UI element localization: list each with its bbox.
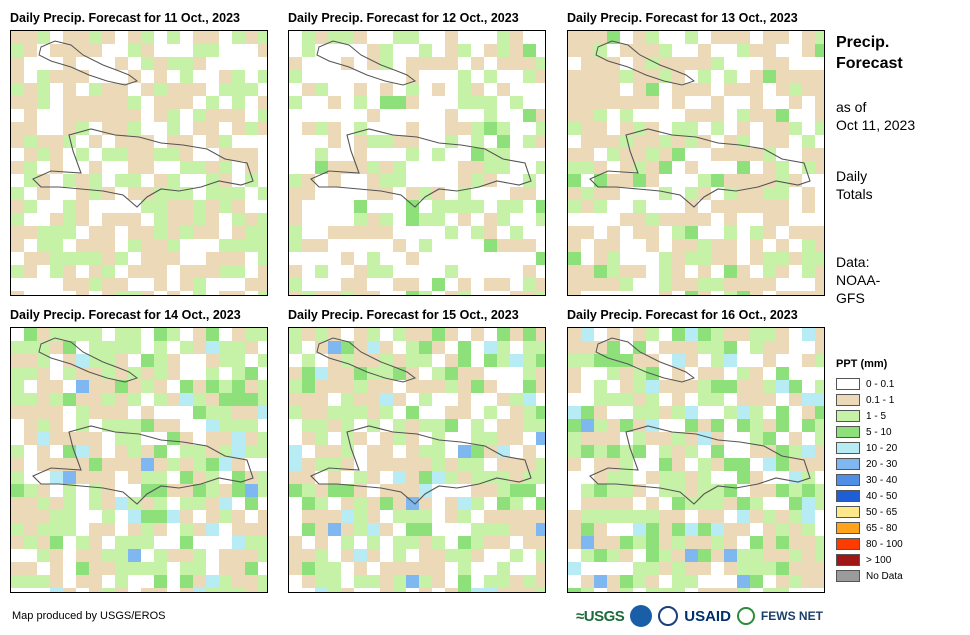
side-title-line: Forecast bbox=[836, 55, 903, 72]
legend-label: > 100 bbox=[866, 554, 892, 566]
legend-item: 20 - 30 bbox=[836, 456, 903, 472]
legend-item: 40 - 50 bbox=[836, 488, 903, 504]
data-source-line: GFS bbox=[836, 290, 865, 306]
legend-item: No Data bbox=[836, 568, 903, 584]
side-title: Precip. Forecast bbox=[836, 32, 903, 74]
precip-grid bbox=[568, 31, 824, 295]
precip-grid bbox=[289, 31, 545, 295]
legend-item: 65 - 80 bbox=[836, 520, 903, 536]
legend-swatch bbox=[836, 410, 860, 422]
map-credit: Map produced by USGS/EROS bbox=[12, 610, 166, 622]
legend-label: 0.1 - 1 bbox=[866, 394, 895, 406]
legend-swatch bbox=[836, 426, 860, 438]
precip-map bbox=[567, 30, 825, 296]
legend-swatch bbox=[836, 458, 860, 470]
legend-item: 0.1 - 1 bbox=[836, 392, 903, 408]
precip-map bbox=[10, 30, 268, 296]
legend-swatch bbox=[836, 490, 860, 502]
legend-swatch bbox=[836, 442, 860, 454]
panel-title: Daily Precip. Forecast for 15 Oct., 2023 bbox=[288, 308, 519, 322]
legend-label: 65 - 80 bbox=[866, 522, 898, 534]
panel-title: Daily Precip. Forecast for 12 Oct., 2023 bbox=[288, 11, 519, 25]
legend-label: 30 - 40 bbox=[866, 474, 898, 486]
as-of-value: Oct 11, 2023 bbox=[836, 117, 916, 133]
legend-swatch bbox=[836, 506, 860, 518]
totals-line: Totals bbox=[836, 186, 873, 202]
legend-swatch bbox=[836, 474, 860, 486]
precip-map bbox=[567, 327, 825, 593]
legend-item: 5 - 10 bbox=[836, 424, 903, 440]
daily-totals-label: Daily Totals bbox=[836, 167, 873, 203]
precip-map bbox=[288, 327, 546, 593]
panel-title: Daily Precip. Forecast for 14 Oct., 2023 bbox=[10, 308, 241, 322]
legend-label: 80 - 100 bbox=[866, 538, 903, 550]
legend-title: PPT (mm) bbox=[836, 358, 888, 370]
side-title-line: Precip. bbox=[836, 34, 890, 51]
fews-net-logo: FEWS NET bbox=[760, 609, 823, 623]
legend-label: 20 - 30 bbox=[866, 458, 898, 470]
as-of-date: as of Oct 11, 2023 bbox=[836, 98, 915, 134]
data-source-line: NOAA- bbox=[836, 272, 881, 288]
legend-swatch bbox=[836, 554, 860, 566]
daily-line: Daily bbox=[836, 168, 868, 184]
legend-swatch bbox=[836, 538, 860, 550]
precip-map bbox=[10, 327, 268, 593]
precip-grid bbox=[289, 328, 545, 592]
legend-swatch bbox=[836, 394, 860, 406]
legend-item: > 100 bbox=[836, 552, 903, 568]
government-seal-icon bbox=[658, 606, 679, 626]
precip-grid bbox=[11, 328, 267, 592]
precip-map bbox=[288, 30, 546, 296]
legend-item: 0 - 0.1 bbox=[836, 376, 903, 392]
legend-item: 30 - 40 bbox=[836, 472, 903, 488]
legend-item: 80 - 100 bbox=[836, 536, 903, 552]
data-source: Data: NOAA- GFS bbox=[836, 253, 880, 307]
usgs-logo: ≈USGS bbox=[576, 607, 625, 625]
legend-label: 50 - 65 bbox=[866, 506, 898, 518]
data-source-label: Data: bbox=[836, 254, 870, 270]
legend-label: 0 - 0.1 bbox=[866, 378, 895, 390]
panel-title: Daily Precip. Forecast for 16 Oct., 2023 bbox=[567, 308, 798, 322]
panel-title: Daily Precip. Forecast for 13 Oct., 2023 bbox=[567, 11, 798, 25]
legend-item: 10 - 20 bbox=[836, 440, 903, 456]
legend-label: No Data bbox=[866, 570, 903, 582]
as-of-label: as of bbox=[836, 99, 867, 115]
legend-label: 10 - 20 bbox=[866, 442, 898, 454]
precip-grid bbox=[11, 31, 267, 295]
noaa-logo-icon bbox=[630, 605, 653, 627]
agency-logos: ≈USGS USAID FEWS NET bbox=[576, 603, 823, 629]
legend-swatch bbox=[836, 522, 860, 534]
ppt-legend: PPT (mm) 0 - 0.1 0.1 - 1 1 - 5 5 - 10 10 - 2… bbox=[836, 358, 903, 584]
panel-title: Daily Precip. Forecast for 11 Oct., 2023 bbox=[10, 11, 240, 25]
legend-label: 5 - 10 bbox=[866, 426, 892, 438]
usaid-logo: USAID bbox=[684, 607, 731, 625]
legend-label: 40 - 50 bbox=[866, 490, 898, 502]
legend-swatch bbox=[836, 570, 860, 582]
legend-swatch bbox=[836, 378, 860, 390]
fews-net-icon bbox=[736, 607, 755, 625]
precip-grid bbox=[568, 328, 824, 592]
legend-item: 1 - 5 bbox=[836, 408, 903, 424]
legend-item: 50 - 65 bbox=[836, 504, 903, 520]
legend-label: 1 - 5 bbox=[866, 410, 887, 422]
